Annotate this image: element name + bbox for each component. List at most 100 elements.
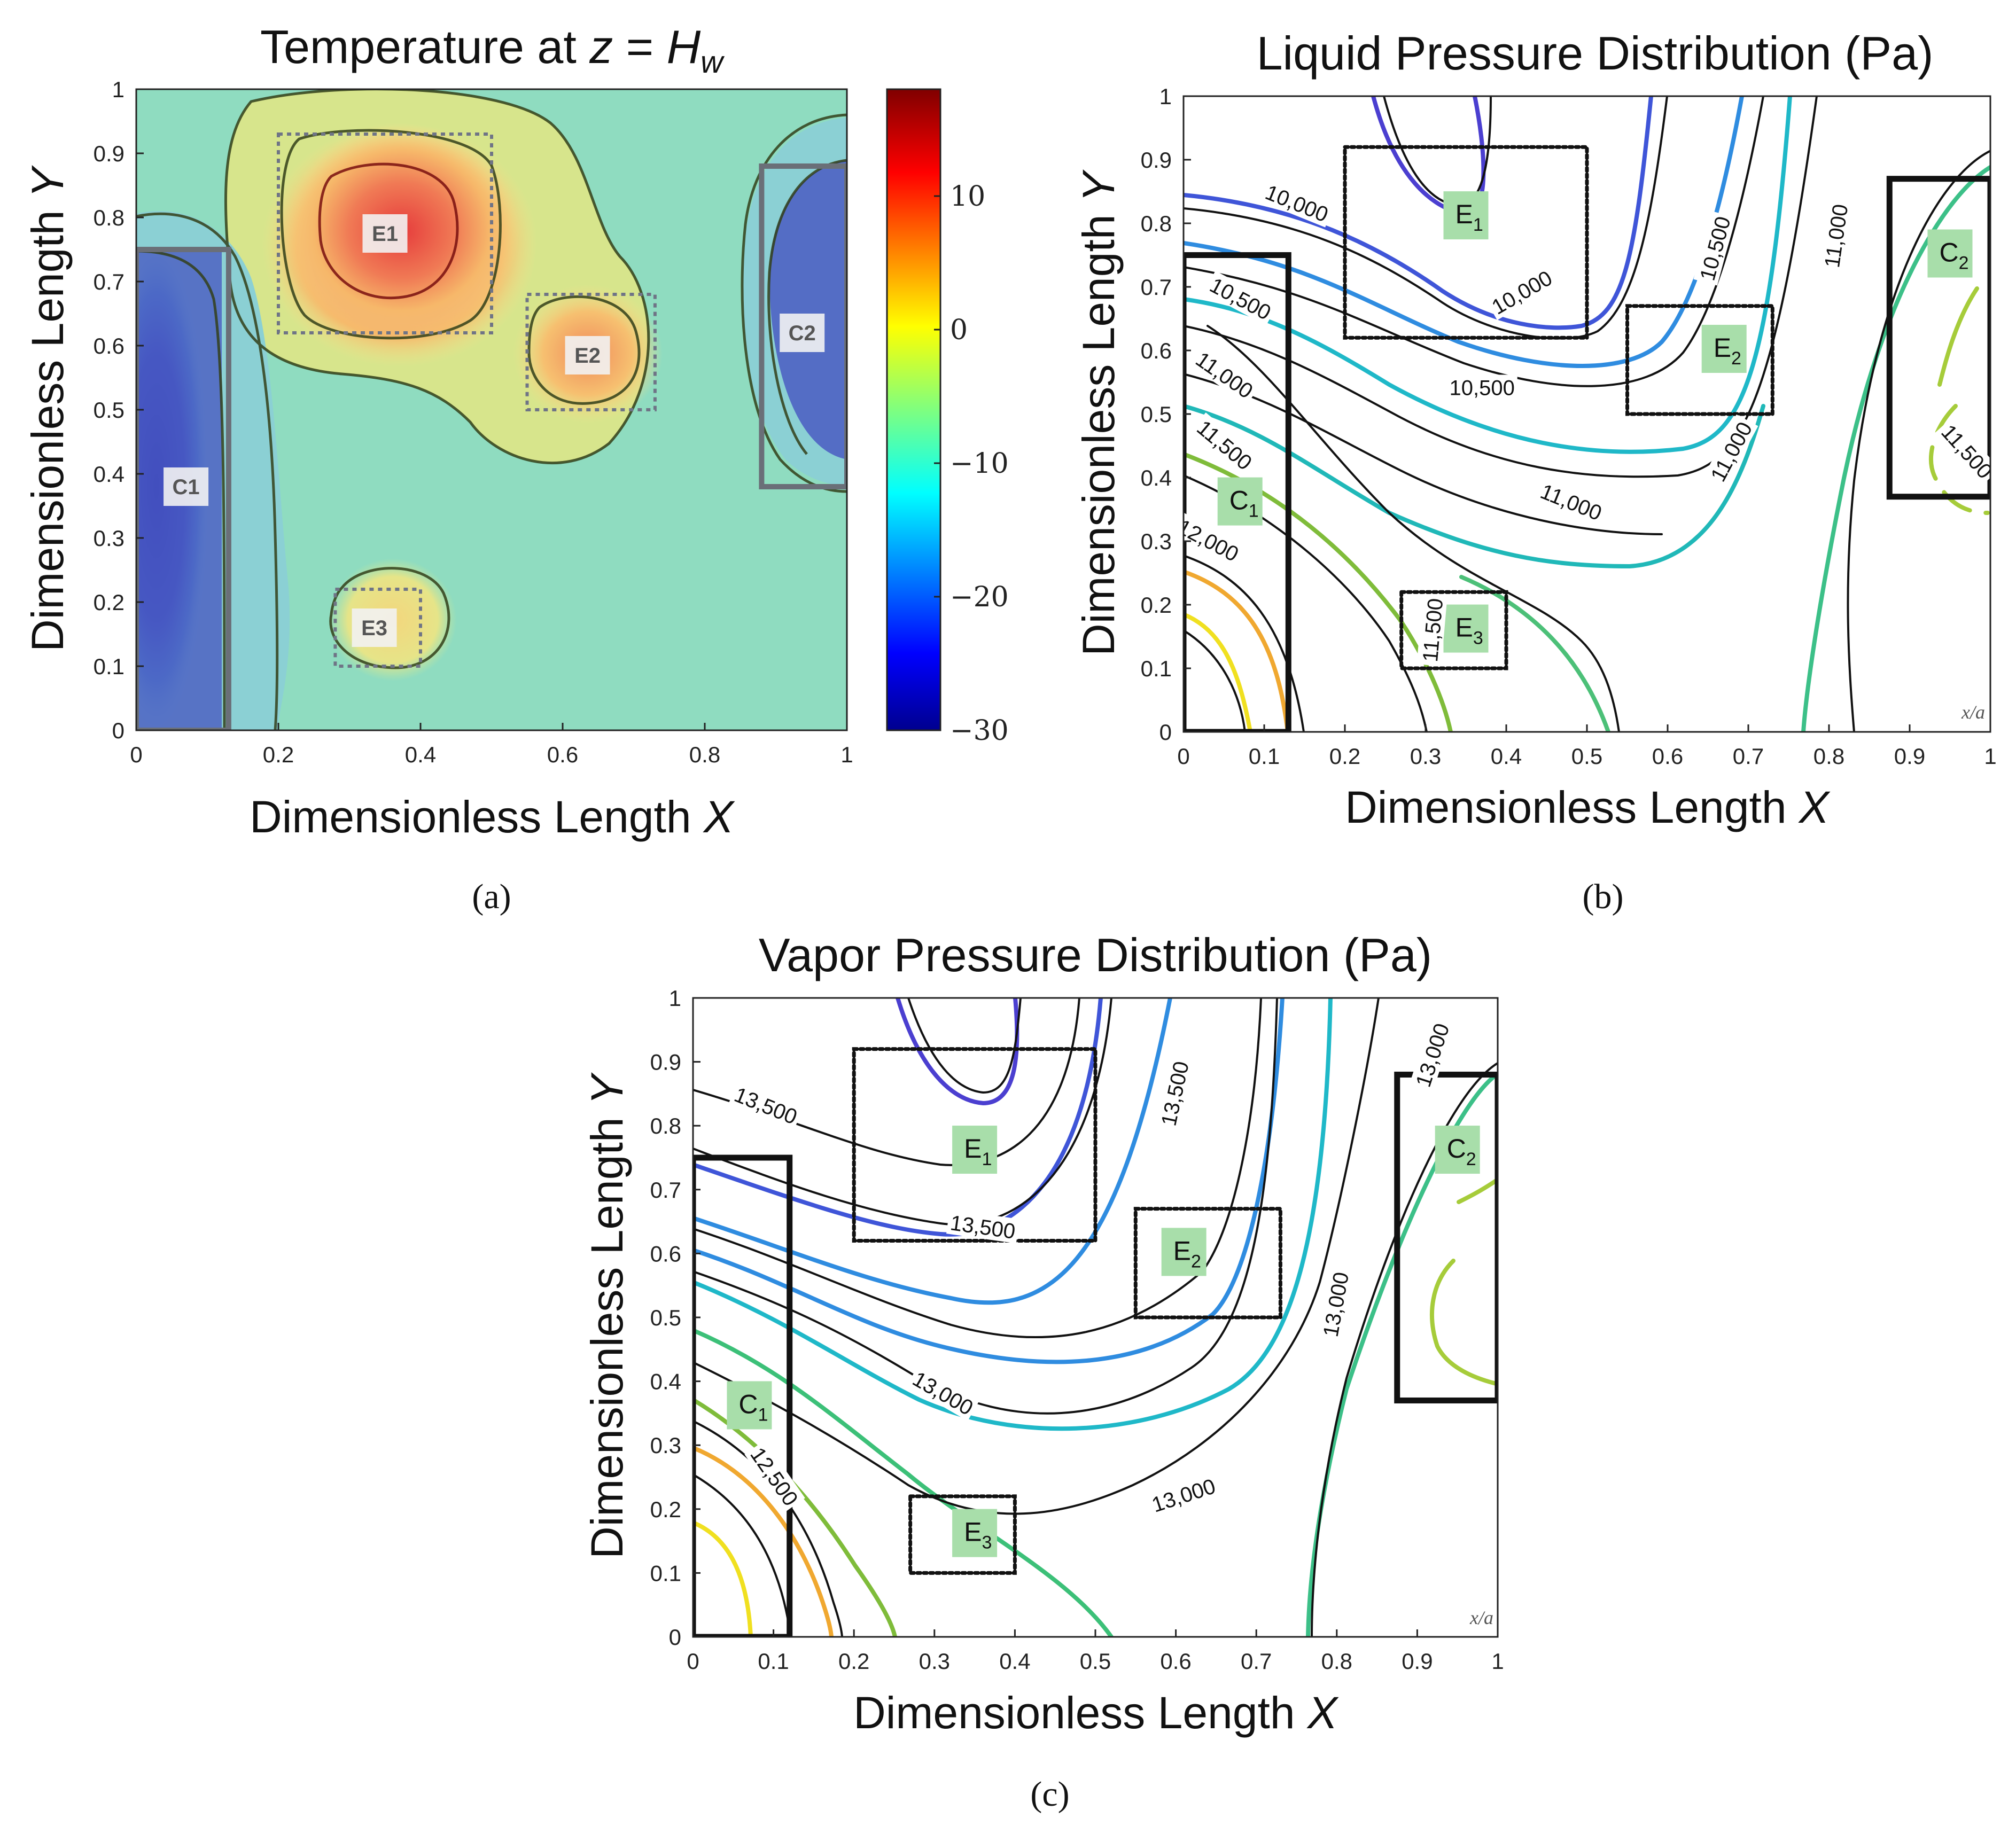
panel-c-label: (c) [1030,1775,1069,1814]
y-tick-label: 0.4 [1141,465,1172,490]
x-tick-label: 0.7 [1241,1649,1272,1674]
panel-c-vapor-pressure: Vapor Pressure Distribution (Pa) [582,928,1504,1814]
contour-label-bg [1190,412,1260,477]
region-label: C2 [1447,1134,1476,1169]
x-tick-label: 0 [130,742,142,767]
contour-label-bg [1446,374,1517,400]
panel-a-label: (a) [472,877,511,916]
panel-b-title: Liquid Pressure Distribution (Pa) [1257,27,1934,80]
region-e1 [1343,145,1589,340]
y-tick-label: 0.2 [94,590,124,615]
region-label-box [1927,229,1973,278]
contour-label-bg [728,1080,804,1130]
contour-label-bg [1693,211,1736,286]
contour-label-bg [1534,477,1609,526]
contour-label-bg [1934,416,1990,486]
panel-b-corner-note: x/a [1961,701,1985,723]
y-tick-label: 0.9 [650,1050,681,1075]
region-tag: E2 [574,344,601,368]
x-tick-label: 1 [1491,1649,1504,1674]
y-tick-label: 0.6 [1141,338,1172,363]
contour-label-bg [1146,1472,1221,1518]
y-tick-label: 0.9 [94,141,124,166]
y-tick-label: 0.5 [650,1305,681,1330]
x-tick-label: 0.8 [1813,744,1844,769]
contour-label-bg [1409,1017,1454,1092]
x-tick-label: 0 [1177,744,1189,769]
region-e2 [525,293,657,411]
x-tick-label: 0.2 [263,742,294,767]
region-c1 [693,1154,793,1637]
colorbar-tick-label: 0 [950,314,968,346]
panel-c-corner-note: x/a [1469,1607,1493,1628]
panel-a-x-label: Dimensionless Length X [250,792,735,842]
y-tick-label: 0.1 [94,654,124,679]
panel-b-y-label: Dimensionless Length Y [1073,169,1124,656]
colorbar [886,88,941,731]
contour-label-bg [1204,270,1278,326]
region-label-box [952,1126,998,1174]
y-tick-label: 0.1 [1141,656,1172,681]
y-tick-label: 0.1 [650,1560,681,1586]
region-label-box [1435,1126,1480,1174]
y-tick-label: 0.4 [650,1369,681,1394]
y-tick-label: 0.9 [1141,147,1172,173]
contour-label-bg [744,1440,805,1512]
panel-b-x-label: Dimensionless Length X [1345,782,1831,832]
region-c2 [1394,1072,1498,1403]
region-c2 [1886,176,1990,500]
y-tick-label: 1 [1159,84,1172,109]
panel-b-liquid-pressure: Liquid Pressure Distribution (Pa) [1073,27,1997,916]
colorbar-tick-label: −30 [950,715,1009,747]
x-tick-label: 0.6 [547,742,578,767]
region-e3 [333,588,423,668]
colorbar-tick-label: −10 [950,448,1009,480]
x-tick-label: 0.8 [689,742,720,767]
contour-label-bg [1485,263,1559,321]
x-tick-label: 0.1 [1249,744,1280,769]
y-tick-label: 0.7 [1141,275,1172,300]
contour-label-bg [946,1209,1020,1244]
panel-c-x-label: Dimensionless Length X [853,1688,1339,1738]
y-tick-label: 0.5 [1141,402,1172,427]
region-tag: C1 [173,475,200,499]
temperature-field: C1 C2 E1 E2 E3 [136,89,847,730]
contour-label-text: 11,500 [1419,597,1447,663]
region-c1 [1184,252,1291,732]
region-tag: E1 [372,222,398,246]
y-tick-label: 0 [1159,720,1172,745]
contour-label-bg [1184,512,1246,567]
region-tag-box [565,336,610,374]
y-tick-label: 0 [112,718,124,743]
contour-label-bg [1703,414,1758,489]
region-tag: E3 [361,616,387,640]
x-tick-label: 0.4 [999,1649,1030,1674]
region-label-box [952,1509,998,1557]
x-tick-label: 1 [840,742,853,767]
y-tick-label: 0.2 [650,1497,681,1522]
colorbar-tick-label: −20 [950,581,1009,613]
contour-label: 10,500 [1446,374,1517,400]
x-tick-label: 0.6 [1652,744,1683,769]
contour-label: 11,500 [1416,594,1447,667]
region-e2 [1625,304,1774,416]
y-tick-label: 0.7 [94,269,124,294]
region-label-box [1217,477,1263,526]
x-tick-label: 0.3 [919,1649,950,1674]
region-label: E3 [1455,613,1483,649]
x-tick-label: 0.7 [1733,744,1764,769]
y-tick-label: 0.3 [650,1433,681,1458]
y-tick-label: 0.6 [94,333,124,358]
contour-label-bg [1416,594,1447,667]
y-tick-label: 0.3 [1141,529,1172,554]
y-tick-label: 0.2 [1141,592,1172,618]
region-c2 [759,163,847,489]
region-tag-box [362,214,408,253]
region-e3 [908,1494,1017,1575]
panel-a-y-label: Dimensionless Length Y [22,165,73,652]
x-tick-label: 0 [687,1649,699,1674]
region-tag-box [780,314,825,352]
region-label: E1 [964,1134,992,1169]
y-tick-label: 0.8 [650,1113,681,1138]
